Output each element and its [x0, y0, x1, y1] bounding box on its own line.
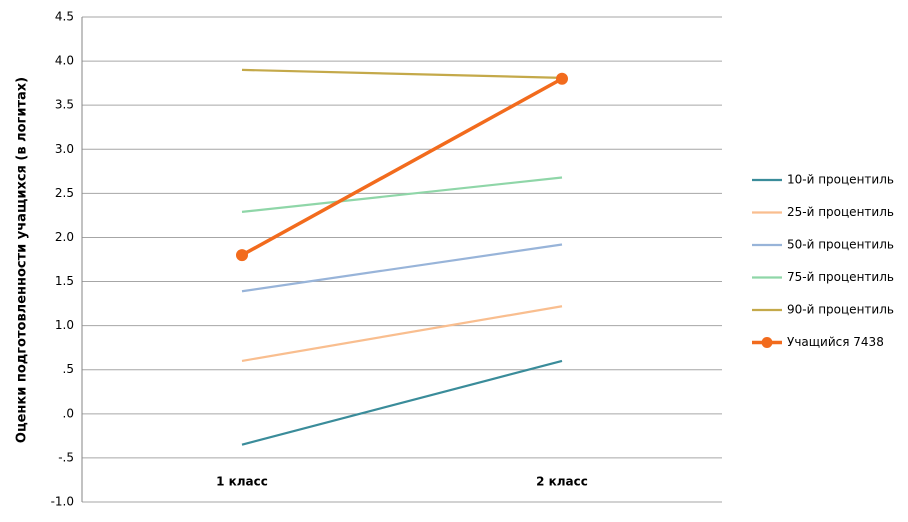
legend-label: 25-й процентиль	[787, 205, 894, 219]
legend-label: 10-й процентиль	[787, 173, 894, 187]
y-tick-label: 3.0	[55, 142, 74, 156]
y-tick-label: -1.0	[51, 495, 74, 509]
y-tick-label: .5	[63, 362, 74, 376]
y-tick-label: 2.0	[55, 230, 74, 244]
point	[556, 72, 568, 85]
series-line	[241, 176, 563, 213]
y-tick-label: .0	[63, 406, 74, 420]
legend-label: 90-й процентиль	[787, 303, 894, 317]
y-tick-label: 4.0	[55, 54, 74, 68]
series-line	[241, 68, 563, 79]
y-tick-label: 3.5	[55, 98, 74, 112]
legend-label: Учащийся 7438	[787, 335, 884, 349]
y-axis-title: Оценки подготовленности учащихся (в логи…	[15, 77, 30, 443]
series-line	[241, 359, 563, 446]
legend-label: 50-й процентиль	[787, 238, 894, 252]
point	[236, 249, 248, 262]
series-line	[241, 305, 563, 362]
y-tick-label: 1.0	[55, 318, 74, 332]
series-line	[241, 77, 563, 257]
x-tick-label: 1 класс	[216, 475, 268, 489]
x-tick-label: 2 класс	[536, 475, 588, 489]
y-tick-label: 1.5	[55, 274, 74, 288]
y-tick-label: 2.5	[55, 186, 74, 200]
y-tick-label: -.5	[58, 450, 74, 464]
y-tick-label: 4.5	[55, 10, 74, 24]
legend-label: 75-й процентиль	[787, 270, 894, 284]
legend-marker	[761, 337, 773, 348]
series-line	[241, 243, 563, 293]
